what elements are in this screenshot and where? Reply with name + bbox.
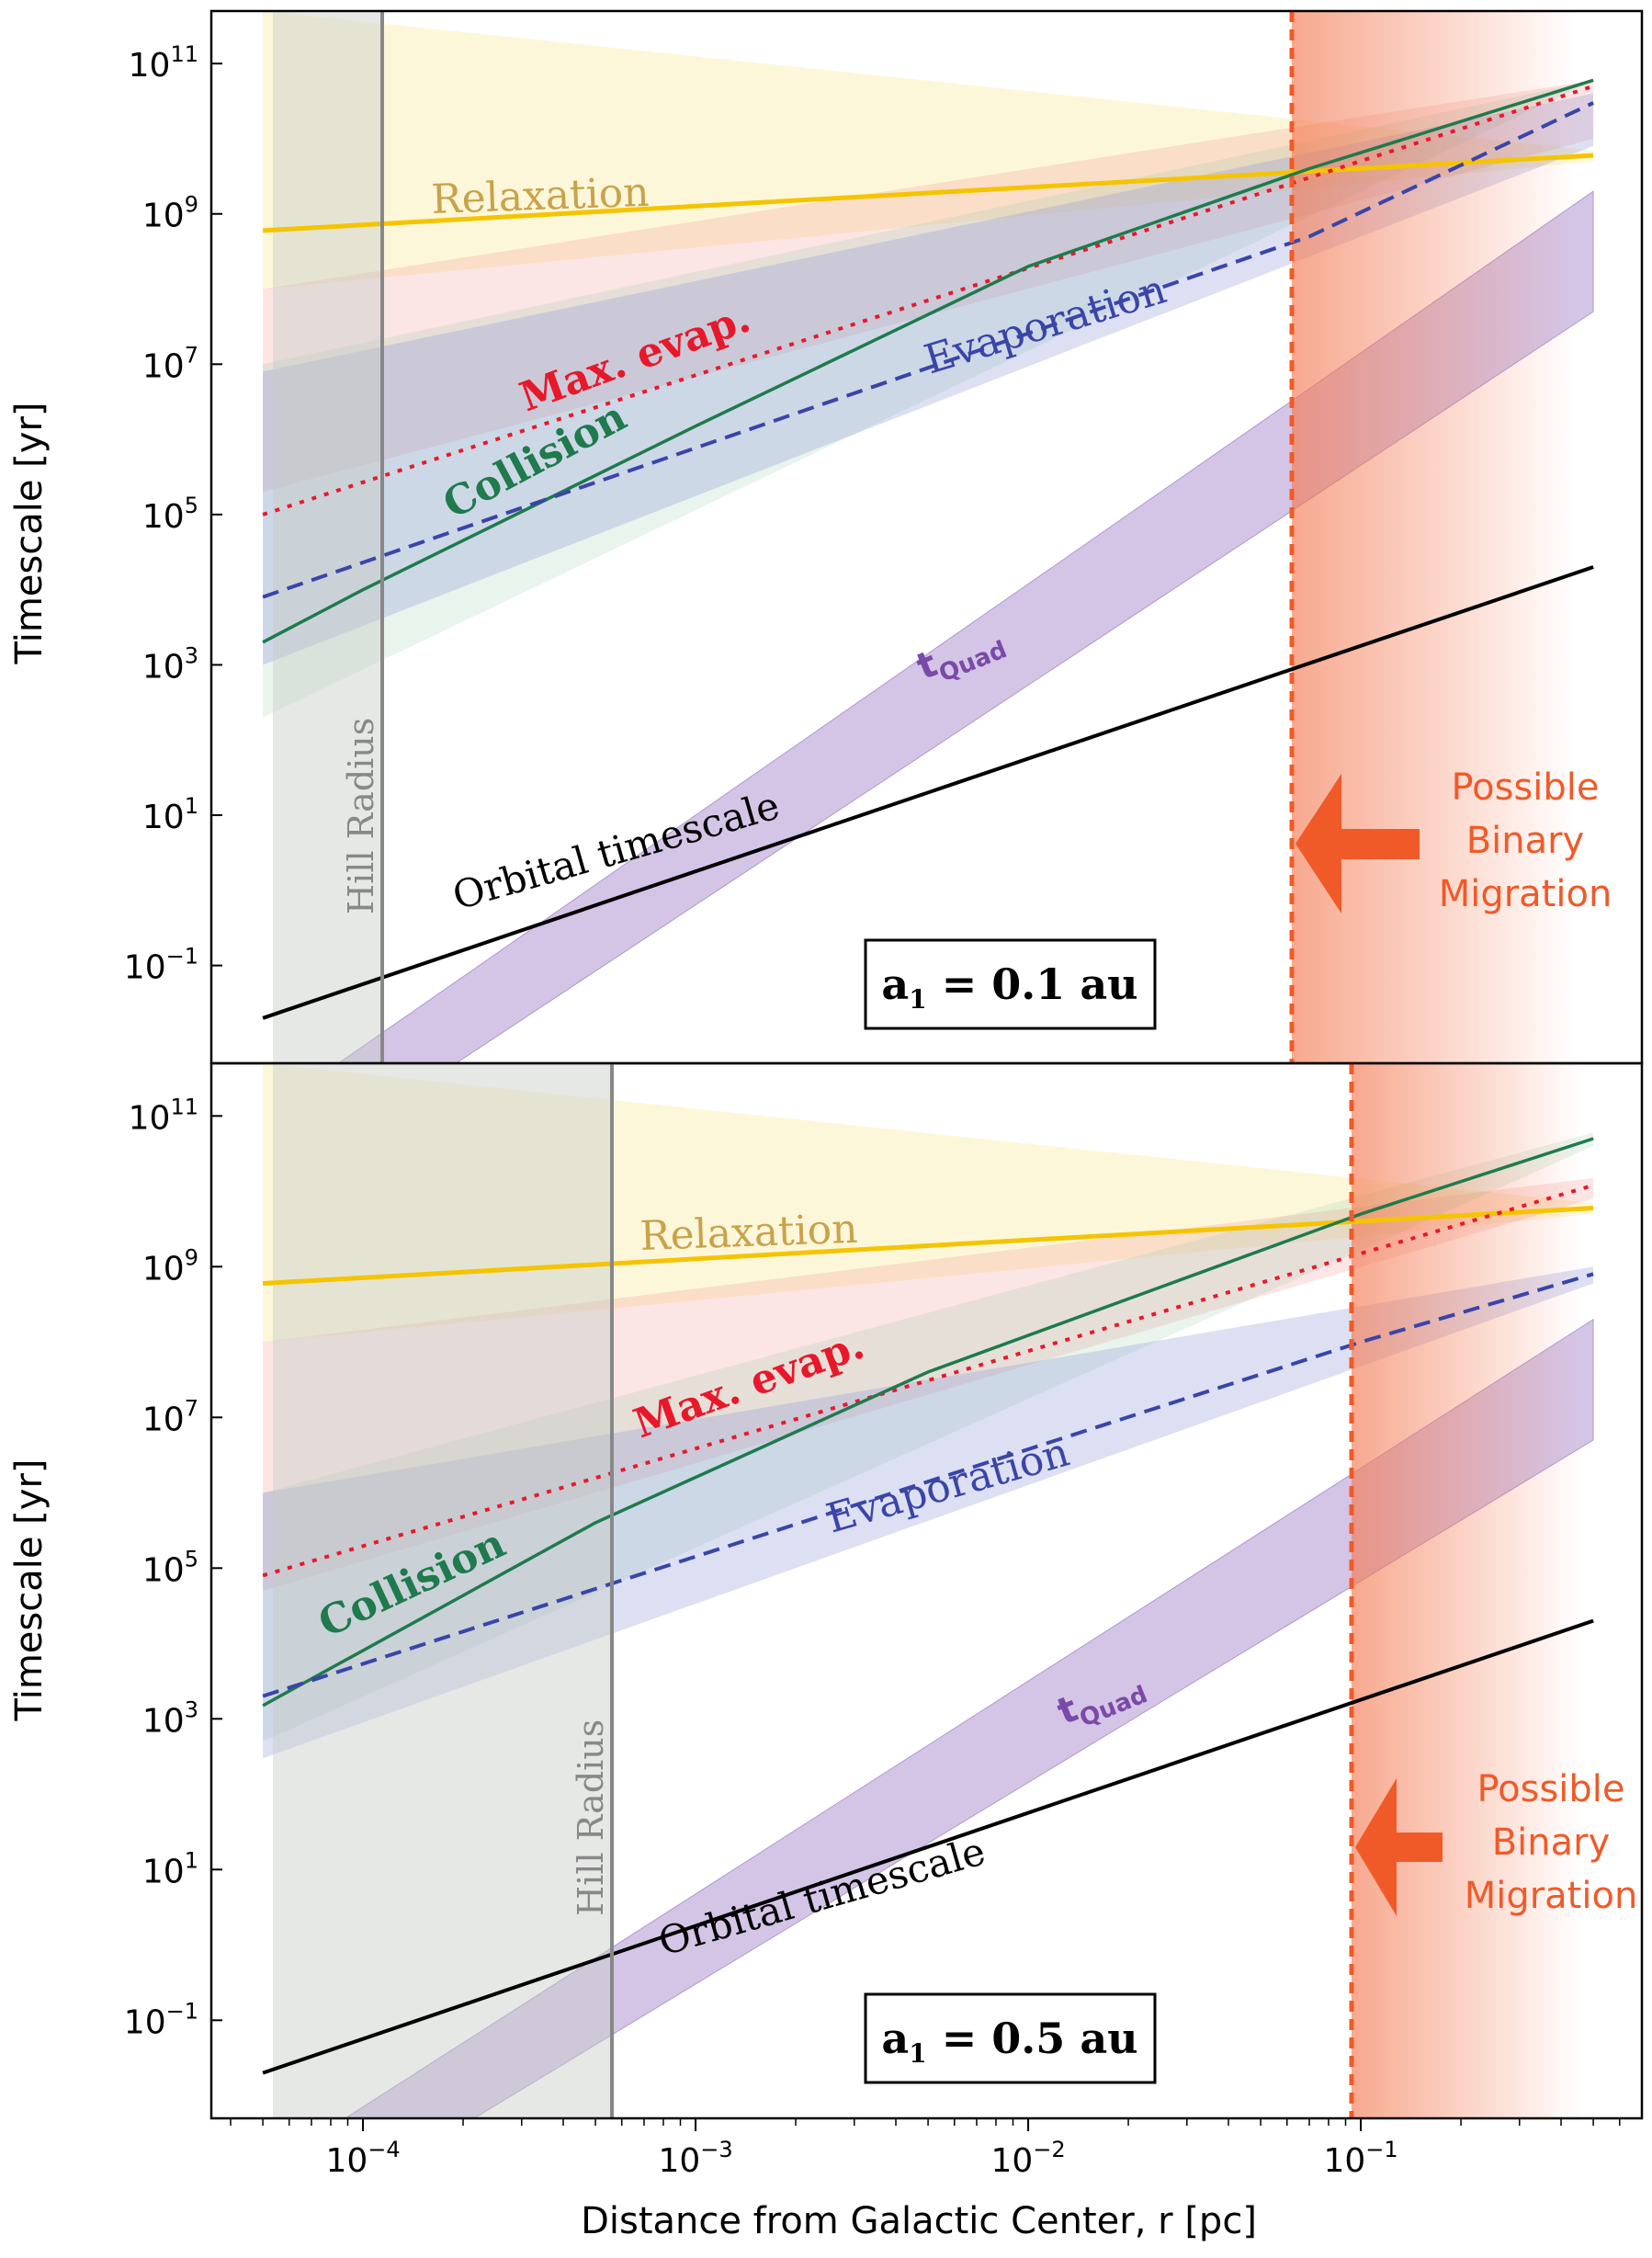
series-line-collision [262,78,1594,644]
hill-region [273,1063,612,2118]
panel-bottom: 10−1 101 103 105 107 109 1011 10−4 10−3 10−2 10−1… [8,1061,1644,2242]
y-tick-label: 109 [142,1244,198,1288]
y-tick-label: 101 [142,1847,198,1890]
y-tick-label: 103 [142,642,198,686]
series-line-orbital [262,565,1594,1020]
band-tquad [337,190,1594,1063]
svg-text:Possible: Possible [1451,766,1599,809]
migration-arrow-icon [1355,1778,1443,1916]
y-tick-label: 101 [142,793,198,836]
plot-frame [209,1061,1644,2120]
x-tick-label: 10−3 [658,2137,732,2180]
y-axis-label: Timescale [yr] [8,1459,51,1722]
series-line-collision [262,1137,1594,1708]
migration-region [1352,1063,1581,2118]
label-hill-radius: Hill Radius [571,1719,611,1916]
label-relaxation: Relaxation [431,169,651,223]
x-tick-label: 10−4 [325,2137,400,2180]
svg-text:Possible: Possible [1477,1768,1624,1810]
band-relaxation [263,11,1594,289]
hill-region [273,11,382,1063]
panel-top: 10−1 101 103 105 107 109 1011 Timescale [yr] R… [8,9,1644,1065]
band-evaporation [263,93,1594,665]
svg-text:Binary: Binary [1492,1821,1611,1864]
band-collision [263,80,1594,718]
migration-arrow-icon [1296,774,1420,913]
series-line-orbital [262,1618,1594,2075]
y-tick-label: 107 [142,1395,198,1438]
band-relaxation [263,1063,1594,1343]
series-line-relaxation [262,153,1594,233]
band-tquad [344,1318,1594,2118]
y-tick-label: 10−1 [124,944,198,987]
x-axis-label: Distance from Galactic Center, r [pc] [581,2200,1257,2242]
svg-text:a1 = 0.1 au: a1 = 0.1 au [881,959,1137,1015]
series-line-evaporation [262,1272,1594,1698]
y-axis-label: Timescale [yr] [8,403,51,665]
band-max-evap [263,1177,1594,1591]
svg-text:Binary: Binary [1466,820,1585,862]
label-hill-radius: Hill Radius [341,718,381,914]
label-relaxation: Relaxation [639,1206,859,1260]
band-evaporation [263,1266,1594,1759]
svg-text:Migration: Migration [1439,873,1612,915]
svg-text:a1 = 0.5 au: a1 = 0.5 au [881,2014,1137,2069]
series-line-max-evap [262,84,1594,516]
band-max-evap [263,80,1594,493]
y-tick-label: 1011 [129,41,198,85]
y-tick-label: 103 [142,1696,198,1740]
param-box: a1 = 0.5 au [864,1992,1157,2084]
y-tick-label: 109 [142,192,198,235]
series-line-evaporation [262,101,1594,599]
y-tick-label: 105 [142,1546,198,1589]
y-tick-label: 1011 [129,1094,198,1137]
svg-text:Migration: Migration [1465,1875,1638,1917]
y-tick-label: 107 [142,342,198,385]
migration-annotation: Possible Binary Migration [1296,766,1612,915]
x-tick-label: 10−1 [1323,2137,1397,2180]
param-box: a1 = 0.1 au [864,938,1157,1030]
series-line-relaxation [262,1206,1594,1286]
y-tick-label: 10−1 [124,1998,198,2041]
y-tick-label: 105 [142,493,198,536]
migration-annotation: Possible Binary Migration [1355,1768,1637,1917]
x-tick-label: 10−2 [990,2137,1065,2180]
